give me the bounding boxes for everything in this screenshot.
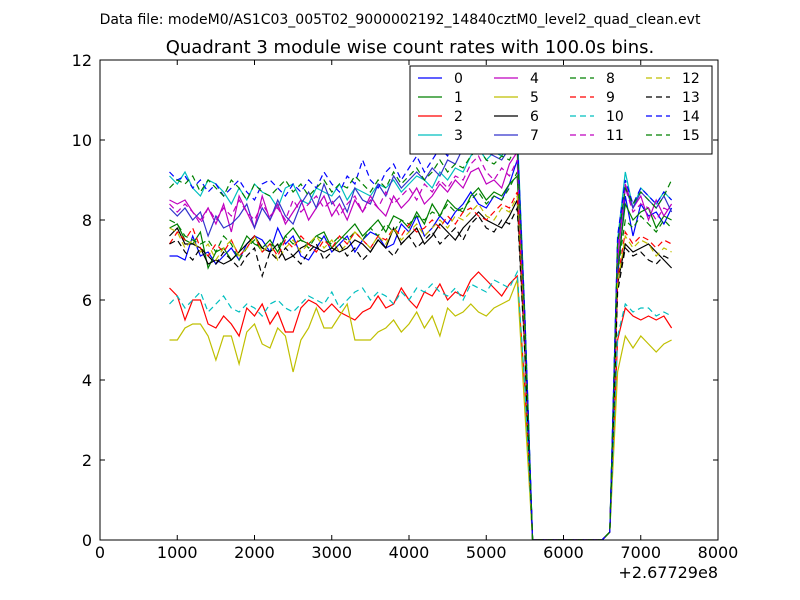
data-file-suptitle: Data file: modeM0/AS1C03_005T02_90000021… bbox=[100, 12, 701, 28]
series-line-13 bbox=[169, 205, 672, 540]
series-line-8 bbox=[169, 171, 673, 540]
x-tick-label: 6000 bbox=[543, 543, 584, 562]
legend-label-4: 4 bbox=[530, 71, 539, 87]
series-line-14 bbox=[169, 114, 673, 540]
x-tick-label: 8000 bbox=[698, 543, 739, 562]
legend-label-1: 1 bbox=[454, 90, 463, 106]
x-tick-label: 0 bbox=[95, 543, 105, 562]
plot-area bbox=[168, 114, 673, 540]
x-tick-label: 3000 bbox=[311, 543, 352, 562]
x-tick-label: 7000 bbox=[620, 543, 661, 562]
series-line-12 bbox=[169, 195, 672, 540]
series-line-15 bbox=[169, 143, 673, 540]
y-tick-label: 6 bbox=[82, 291, 92, 310]
legend-label-14: 14 bbox=[682, 109, 700, 125]
legend-box bbox=[409, 65, 713, 155]
x-tick-label: 1000 bbox=[157, 543, 198, 562]
y-tick-label: 8 bbox=[82, 211, 92, 230]
legend-label-6: 6 bbox=[530, 109, 539, 125]
legend-label-7: 7 bbox=[530, 128, 539, 144]
series-lines bbox=[168, 114, 673, 540]
y-tick-label: 10 bbox=[72, 131, 92, 150]
legend-label-11: 11 bbox=[606, 128, 624, 144]
x-tick-label: 4000 bbox=[389, 543, 430, 562]
series-line-1 bbox=[169, 174, 672, 540]
legend-label-2: 2 bbox=[454, 109, 463, 125]
series-line-5 bbox=[169, 279, 672, 540]
x-axis-offset-label: +2.67729e8 bbox=[618, 563, 718, 582]
y-tick-label: 4 bbox=[82, 371, 92, 390]
legend-label-0: 0 bbox=[454, 71, 463, 87]
series-line-9 bbox=[168, 191, 672, 540]
series-line-7 bbox=[169, 126, 673, 540]
y-tick-label: 0 bbox=[82, 531, 92, 550]
series-line-2 bbox=[169, 271, 673, 540]
y-tick-label: 12 bbox=[72, 51, 92, 70]
legend-label-5: 5 bbox=[530, 90, 539, 106]
y-tick-label: 2 bbox=[82, 451, 92, 470]
series-line-11 bbox=[169, 154, 672, 540]
legend-label-15: 15 bbox=[682, 128, 700, 144]
legend-label-13: 13 bbox=[682, 90, 700, 106]
legend-label-12: 12 bbox=[682, 71, 700, 87]
legend-label-8: 8 bbox=[606, 71, 615, 87]
legend-label-10: 10 bbox=[606, 109, 624, 125]
x-tick-label: 5000 bbox=[466, 543, 507, 562]
axes: 0 1000 2000 3000 4000 5000 6000 7000 80000246810… bbox=[72, 51, 739, 562]
legend-label-3: 3 bbox=[454, 128, 463, 144]
series-line-10 bbox=[169, 269, 672, 540]
x-tick-label: 2000 bbox=[234, 543, 275, 562]
chart-title: Quadrant 3 module wise count rates with … bbox=[166, 37, 655, 58]
legend-label-9: 9 bbox=[606, 90, 615, 106]
